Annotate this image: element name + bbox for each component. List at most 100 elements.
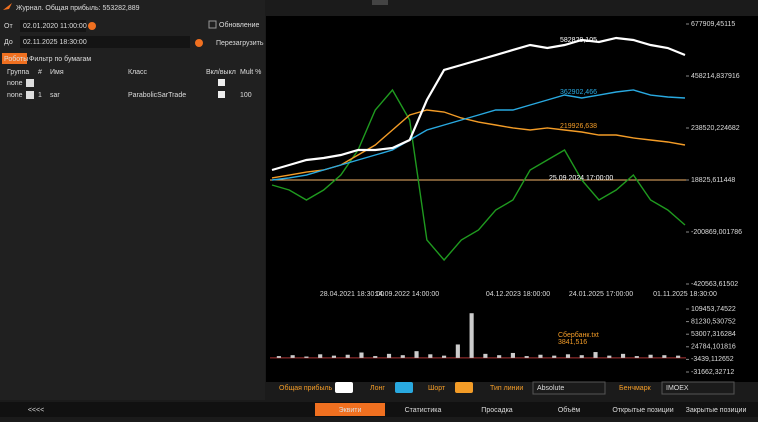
bottom-tab[interactable]: Открытые позиции [612,407,673,414]
volume-bar [318,354,323,358]
volume-bar [593,352,598,358]
dropdown[interactable] [26,91,34,99]
volume-bar [345,354,350,358]
color-swatch[interactable] [335,382,353,393]
update-label: Обновление [219,21,260,29]
from-picker[interactable] [88,22,96,30]
volume-bar [620,353,626,358]
from-date[interactable]: 02.01.2020 11:00:00 [23,23,87,30]
control-label: Бенчмарк [619,385,652,392]
bottom-tab[interactable]: Статистика [405,407,442,414]
series-line [271,89,686,181]
volume-bar [565,354,571,358]
control-label: Тип линии [490,385,523,392]
volume-bar [634,356,639,358]
volume-bar [483,353,488,358]
to-picker[interactable] [195,39,203,47]
y-tick-label: 18825,611448 [691,177,735,184]
volume-bar [676,355,681,358]
annotation: 3841,516 [558,339,587,346]
y-tick-label: -200869,001786 [691,229,742,236]
benchmark-select[interactable] [661,381,735,395]
annotation: 362902,466 [560,89,597,96]
series-line [271,88,686,262]
bottom-tab[interactable]: Закрытые позиции [686,407,747,414]
color-swatch[interactable] [395,382,413,393]
volume-bar [414,351,419,358]
volume-bar [662,355,667,358]
volume-bar [276,356,281,358]
control-label: Общая прибыль [279,384,333,392]
update-checkbox[interactable] [208,20,217,29]
y-tick-label: 458214,837916 [691,73,740,80]
title: Журнал. Общая прибыль: 553282,889 [16,4,140,12]
volume-bar [648,354,653,358]
annotation: Сбербанк.txt [558,331,599,339]
cell: ParabolicSarTrade [128,92,186,99]
volume-bar [428,354,433,358]
volume-bar [538,354,543,358]
volume-bar [331,355,337,358]
x-tick-label: 24.01.2025 17:00:00 [569,291,633,298]
x-tick-label: 04.12.2023 18:00:00 [486,291,550,298]
annotation: 25.09.2024 17:00:00 [549,175,613,182]
y-tick-label: 53007,316284 [691,331,736,338]
volume-bar [359,352,364,358]
volume-bar [386,353,392,358]
volume-bar [510,352,515,358]
column-header: Группа [7,69,29,76]
bottom-tab[interactable]: <<<< [28,407,44,414]
x-tick-label: 01.11.2025 18:30:00 [653,291,717,298]
series-line [271,36,686,172]
y-tick-label: -420563,61502 [691,281,738,288]
tab[interactable]: Роботы [4,55,28,63]
column-header: # [38,69,42,76]
from-label: От [4,23,13,30]
column-header: Mult % [240,69,261,76]
volume-bar [469,313,474,358]
volume-bar [607,355,612,358]
active-tab [315,403,385,416]
volume-bar [455,344,460,358]
to-date[interactable]: 02.11.2025 18:30:00 [23,39,87,46]
volume-bar [442,355,447,358]
volume-bar [304,356,309,358]
control-label: IMOEX [666,385,689,392]
y-tick-label: 24784,101816 [691,344,736,351]
tab[interactable]: Фильтр по бумагам [29,55,91,63]
annotation: 219926,638 [560,123,597,130]
volume-bar [400,355,405,358]
volume-bar [579,355,584,358]
cell: none [7,92,23,99]
volume-bar [497,355,502,358]
volume-bar [552,355,557,358]
to-label: До [4,39,13,46]
bottom-tab[interactable]: Объём [558,406,580,414]
line-type-select[interactable] [532,381,606,395]
control-label: Шорт [428,385,446,392]
volume-bar [524,356,529,358]
dropdown[interactable] [26,79,34,87]
enable-checkbox[interactable] [218,91,225,98]
x-tick-label: 28.04.2021 18:30:00 [320,291,384,298]
y-tick-label: 238520,224682 [691,125,740,132]
cell: 1 [38,92,42,99]
column-header: Вкл/выкл [206,69,236,76]
cell: none [7,80,23,87]
enable-checkbox[interactable] [218,79,225,86]
y-tick-label: 109453,74522 [691,306,736,313]
bottom-tab[interactable]: Эквити [339,407,362,414]
bottom-tab[interactable]: Просадка [481,407,513,414]
volume-bar [373,356,378,358]
x-tick-label: 14.09.2022 14:00:00 [375,291,439,298]
reload-button[interactable]: Перезагрузить [216,40,264,47]
cell: sar [50,92,60,99]
column-header: Имя [50,69,64,76]
cell: 100 [240,92,252,99]
control-label: Лонг [370,385,385,392]
color-swatch[interactable] [455,382,473,393]
y-tick-label: 81230,530752 [691,318,736,325]
control-label: Absolute [537,385,564,392]
